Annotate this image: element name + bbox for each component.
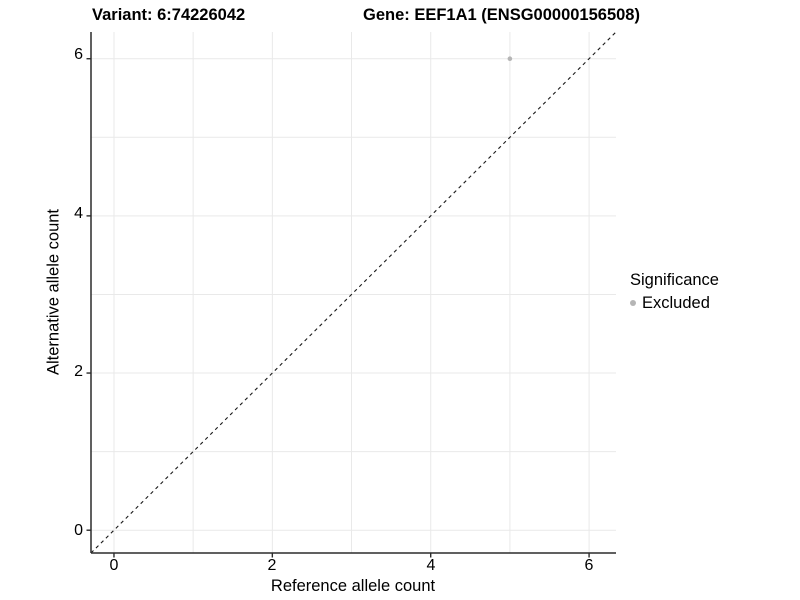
plot-title-variant: Variant: 6:74226042 bbox=[92, 6, 246, 24]
legend-item-excluded: Excluded bbox=[630, 293, 719, 313]
x-tick-label: 6 bbox=[584, 557, 594, 574]
legend-title: Significance bbox=[630, 271, 719, 289]
y-tick-label: 6 bbox=[74, 46, 83, 63]
x-tick-label: 2 bbox=[267, 557, 277, 574]
identity-line bbox=[90, 31, 617, 554]
x-tick-label: 0 bbox=[109, 557, 119, 574]
y-tick-label: 2 bbox=[74, 363, 83, 380]
x-axis-title: Reference allele count bbox=[270, 577, 436, 595]
legend-item-label: Excluded bbox=[642, 294, 710, 312]
y-tick-label: 4 bbox=[74, 205, 83, 222]
x-tick-label: 4 bbox=[426, 557, 436, 574]
y-tick-label: 0 bbox=[74, 522, 83, 539]
data-point bbox=[507, 56, 513, 62]
legend-point-icon bbox=[630, 300, 636, 306]
y-axis-title: Alternative allele count bbox=[44, 208, 63, 376]
plot-title-gene: Gene: EEF1A1 (ENSG00000156508) bbox=[363, 6, 640, 24]
legend: Significance Excluded bbox=[630, 270, 719, 313]
